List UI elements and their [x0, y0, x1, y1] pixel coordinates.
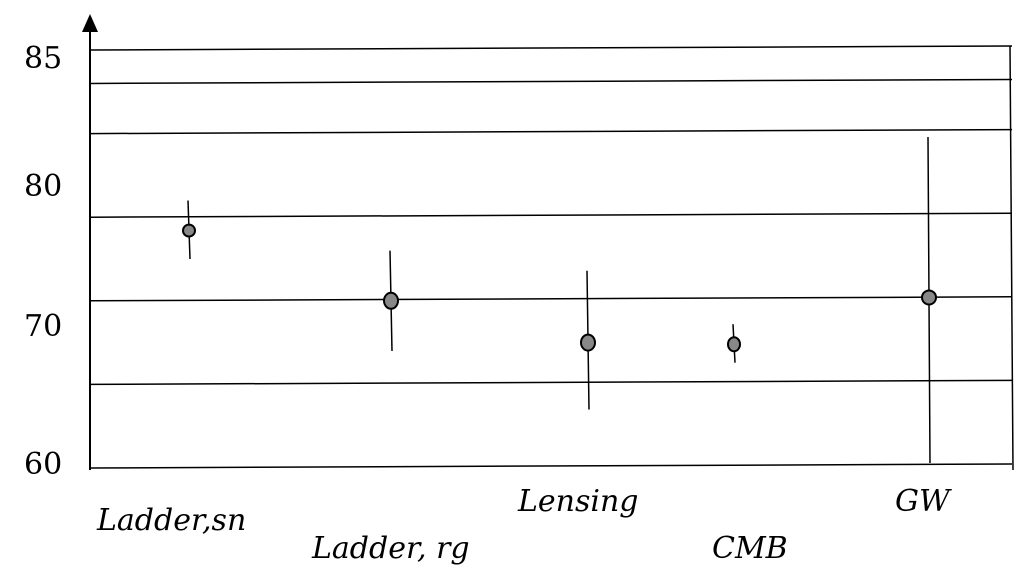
y-tick-label: 60 — [24, 447, 62, 482]
y-axis-arrow-icon — [82, 14, 98, 32]
data-point — [727, 336, 741, 353]
right-border — [1009, 45, 1014, 471]
y-tick-labels: 60 70 80 85 — [24, 41, 62, 482]
grid-line — [89, 128, 1013, 135]
data-point — [383, 291, 399, 310]
data-point — [182, 223, 196, 238]
grid-lines — [89, 45, 1013, 469]
y-tick-label: 70 — [24, 309, 62, 344]
grid-line — [89, 45, 1013, 51]
grid-line — [89, 379, 1013, 386]
data-points — [182, 136, 937, 463]
category-label: CMB — [712, 531, 788, 566]
category-labels: Ladder,sn Ladder, rg Lensing CMB GW — [96, 484, 952, 566]
y-tick-label: 85 — [24, 41, 62, 76]
grid-line — [89, 78, 1013, 85]
grid-line — [89, 463, 1013, 469]
axes — [82, 14, 1014, 471]
grid-line — [89, 212, 1013, 218]
data-point — [921, 289, 937, 306]
category-label: Lensing — [517, 484, 639, 519]
category-label: Ladder,sn — [96, 503, 246, 538]
category-label: GW — [895, 484, 952, 519]
grid-line — [89, 296, 1013, 302]
category-label: Ladder, rg — [311, 531, 470, 566]
data-point — [580, 333, 596, 352]
y-tick-label: 80 — [24, 169, 62, 204]
